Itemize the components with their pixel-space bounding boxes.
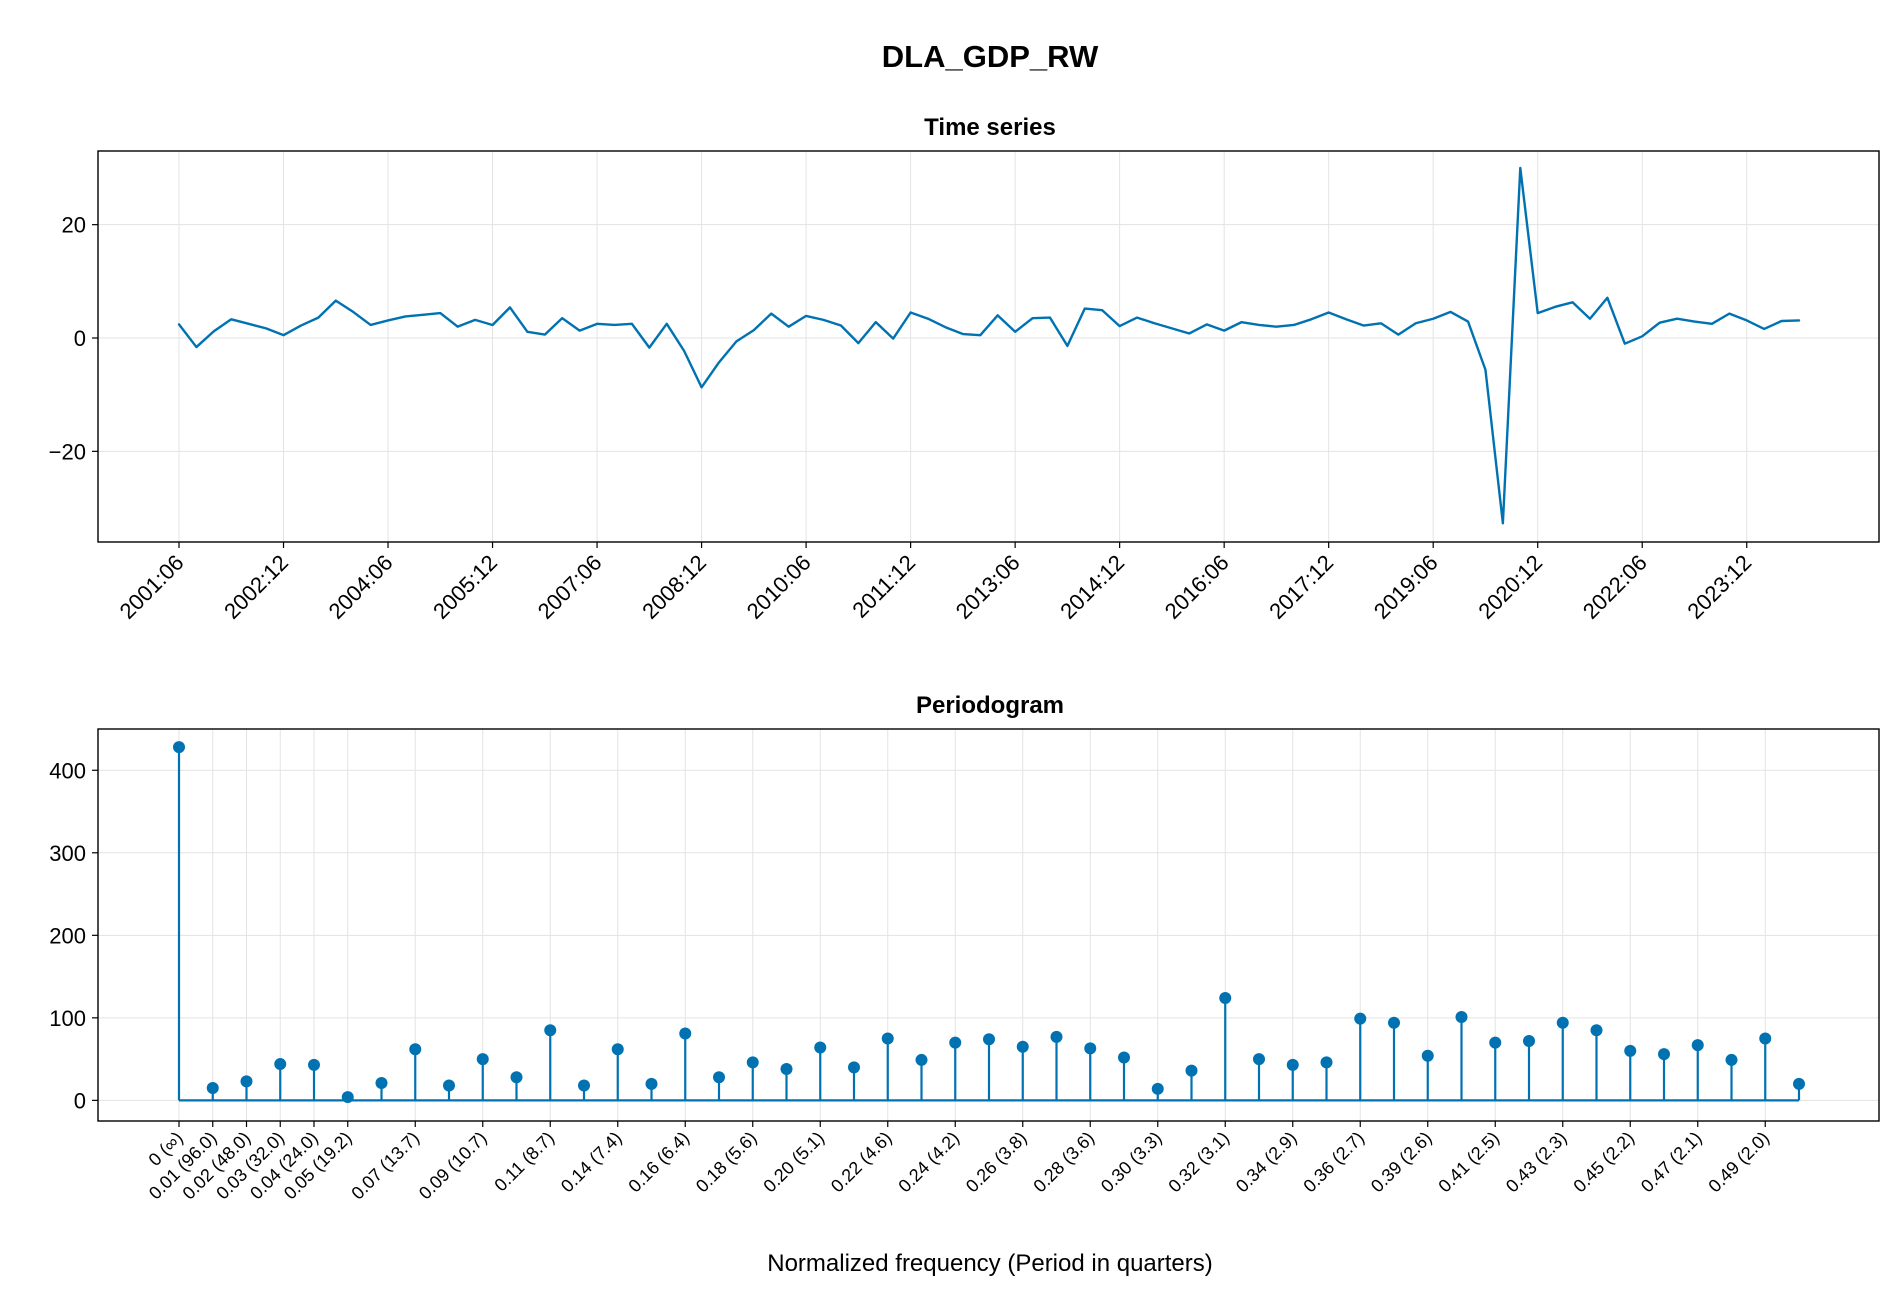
periodogram-point <box>1421 1049 1434 1062</box>
periodogram-point <box>1556 1016 1569 1029</box>
periodogram-y-axis: 0 100 200 300 400 <box>49 758 98 1113</box>
periodogram-point <box>1286 1058 1299 1071</box>
periodogram-ytick-label: 400 <box>49 758 86 783</box>
periodogram-point <box>173 741 185 754</box>
time-series-title: Time series <box>924 114 1056 141</box>
periodogram-point <box>915 1053 928 1066</box>
time-series-ytick-label: −20 <box>49 439 86 464</box>
time-series-series <box>177 166 1801 525</box>
time-series-line <box>177 166 1801 525</box>
periodogram-point <box>1793 1077 1805 1090</box>
periodogram-point <box>746 1056 759 1069</box>
periodogram-point <box>1050 1030 1063 1043</box>
periodogram-point <box>848 1061 860 1074</box>
periodogram-point <box>1590 1024 1603 1037</box>
periodogram-point <box>443 1079 455 1092</box>
periodogram-ytick-label: 0 <box>74 1088 86 1113</box>
periodogram-point <box>611 1043 624 1056</box>
time-series-y-axis: −20 0 20 <box>49 213 98 464</box>
periodogram-point <box>1489 1036 1502 1049</box>
periodogram-point <box>510 1071 523 1084</box>
periodogram-point <box>308 1058 320 1071</box>
periodogram-point <box>645 1077 658 1090</box>
time-series-ytick-label: 0 <box>74 326 86 351</box>
periodogram-point <box>1455 1011 1468 1024</box>
periodogram-frame <box>97 728 1880 1122</box>
periodogram-point <box>206 1081 219 1094</box>
periodogram-title: Periodogram <box>916 692 1064 719</box>
periodogram-point <box>1151 1082 1164 1095</box>
periodogram-point <box>1084 1042 1097 1055</box>
periodogram-point <box>1691 1039 1704 1052</box>
periodogram-point <box>1354 1012 1367 1025</box>
periodogram-series <box>173 741 1805 1104</box>
periodogram-point <box>814 1041 827 1054</box>
periodogram-point <box>881 1032 894 1045</box>
periodogram-point <box>544 1024 557 1037</box>
periodogram-point <box>780 1063 793 1076</box>
periodogram-point <box>409 1043 422 1056</box>
periodogram-point <box>1388 1016 1400 1029</box>
periodogram-point <box>341 1091 354 1104</box>
periodogram-ytick-label: 300 <box>49 841 86 866</box>
periodogram-point <box>1523 1034 1535 1047</box>
periodogram-point <box>578 1079 590 1092</box>
figure-title: DLA_GDP_RW <box>882 39 1099 74</box>
time-series-ytick-label: 20 <box>62 213 86 238</box>
periodogram-point <box>1016 1040 1029 1053</box>
periodogram-ytick-label: 200 <box>49 923 86 948</box>
periodogram-point <box>1320 1056 1333 1069</box>
periodogram-point <box>679 1027 692 1040</box>
periodogram-point <box>1725 1053 1738 1066</box>
time-series-frame <box>97 150 1880 543</box>
periodogram-point <box>949 1036 962 1049</box>
time-series-grid <box>98 151 1879 542</box>
periodogram-point <box>240 1075 253 1088</box>
periodogram-ytick-label: 100 <box>49 1006 86 1031</box>
periodogram-point <box>1219 992 1232 1005</box>
periodogram-x-axis-label: Normalized frequency (Period in quarters… <box>767 1250 1213 1277</box>
periodogram-point <box>1118 1051 1130 1064</box>
periodogram-point <box>274 1058 287 1071</box>
periodogram-point <box>1759 1032 1772 1045</box>
periodogram-point <box>1185 1064 1198 1077</box>
periodogram-point <box>375 1077 388 1090</box>
periodogram-point <box>1624 1044 1637 1057</box>
periodogram-point <box>1253 1053 1265 1066</box>
periodogram-point <box>983 1033 995 1046</box>
periodogram-point <box>1658 1048 1670 1061</box>
periodogram-point <box>476 1053 489 1066</box>
periodogram-point <box>713 1071 725 1084</box>
